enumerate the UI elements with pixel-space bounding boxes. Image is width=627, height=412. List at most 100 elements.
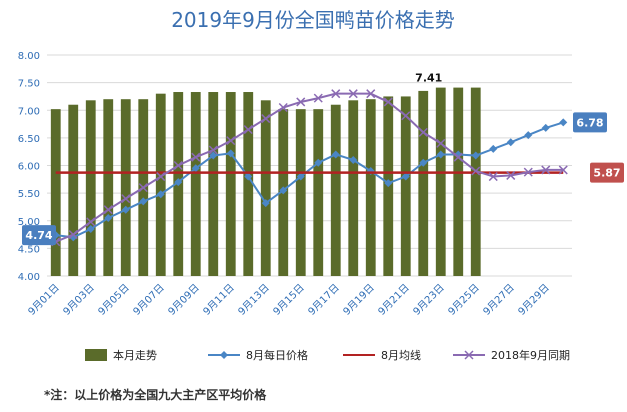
point-marker (453, 152, 463, 162)
point-marker (366, 89, 376, 99)
x-axis: 9月01日 9月03日 9月05日 9月07日 9月09日 9月11日 9月13日 9月15日… (26, 282, 552, 318)
bar-series (50, 87, 481, 277)
bar (120, 99, 131, 276)
point-marker (471, 166, 481, 176)
start-value-label: 4.74 (22, 225, 56, 246)
point-marker (419, 158, 428, 167)
callout-box (573, 112, 607, 133)
point-marker (261, 199, 270, 208)
bar (155, 93, 166, 276)
point-marker (296, 172, 305, 181)
x-marker-stroke (558, 165, 568, 175)
point-marker (156, 172, 166, 182)
x-marker-stroke (173, 160, 183, 171)
bar (313, 109, 324, 277)
x-marker-stroke (488, 172, 498, 182)
point-marker (313, 93, 323, 103)
legend-label: 本月走势 (113, 348, 157, 362)
point-marker (489, 144, 498, 153)
y-tick-label: 6.00 (18, 162, 40, 173)
point-marker (279, 186, 288, 195)
x-marker-stroke (471, 166, 481, 176)
point-marker (226, 136, 236, 146)
callouts: 7.41 4.74 6.78 5.87 (22, 72, 624, 246)
point-marker (331, 150, 340, 159)
x-tick-label: 9月13日 (236, 282, 272, 318)
point-marker (138, 183, 148, 193)
bar (190, 92, 201, 276)
x-marker-stroke (86, 217, 96, 227)
point-marker (86, 217, 96, 227)
x-tick-label: 9月29日 (516, 282, 552, 318)
bar (295, 109, 306, 277)
x-marker-stroke (208, 145, 218, 155)
x-tick-label: 9月11日 (201, 282, 237, 318)
point-marker (226, 149, 235, 158)
x-tick-label: 9月19日 (341, 282, 377, 318)
x-marker-stroke (313, 93, 323, 103)
point-marker (68, 230, 78, 240)
point-marker (436, 150, 445, 159)
legend: 本月走势 8月每日价格 8月均线 2018年9月同期 (85, 348, 570, 362)
end-value-label: 6.78 (573, 112, 607, 133)
bar (103, 99, 114, 276)
x-tick-label: 9月27日 (481, 282, 517, 318)
x-marker-stroke (436, 138, 446, 148)
point-marker (349, 155, 358, 164)
callout-box (22, 225, 56, 246)
point-marker (243, 125, 253, 135)
point-marker (488, 172, 498, 182)
x-marker-stroke (191, 152, 201, 162)
point-marker (121, 194, 131, 204)
x-tick-label: 9月23日 (411, 282, 447, 318)
bar (435, 87, 446, 276)
bar (85, 100, 96, 277)
point-marker (209, 151, 218, 160)
x-tick-label: 9月07日 (131, 282, 167, 318)
x-marker-stroke (506, 170, 516, 180)
x-marker-stroke (418, 127, 428, 137)
x-marker-stroke (243, 125, 253, 135)
point-marker (471, 151, 480, 160)
legend-label: 8月均线 (381, 348, 421, 362)
point-marker (348, 89, 358, 99)
point-marker (86, 225, 95, 234)
point-marker (244, 172, 253, 181)
x-marker-stroke (366, 89, 376, 99)
x-marker-stroke (121, 194, 131, 204)
legend-swatch (85, 349, 107, 361)
x-marker-stroke (541, 165, 551, 175)
point-marker (314, 158, 323, 167)
bar (453, 87, 464, 276)
bar (243, 92, 254, 276)
chart-title: 2019年9月份全国鸭苗价格走势 (171, 8, 455, 32)
point-marker (401, 172, 410, 181)
bar (400, 96, 411, 276)
point-marker (506, 170, 516, 180)
x-marker-stroke (348, 89, 358, 99)
x-marker-stroke (261, 114, 271, 124)
x-marker-stroke (278, 102, 288, 113)
point-marker (208, 145, 218, 155)
legend-label: 8月每日价格 (246, 348, 308, 362)
x-marker-stroke (103, 205, 113, 215)
x-tick-label: 9月15日 (271, 282, 307, 318)
bar (348, 100, 359, 277)
point-marker (418, 127, 428, 137)
x-marker-stroke (296, 97, 306, 107)
callout-text: 6.78 (576, 116, 603, 129)
legend-label: 2018年9月同期 (491, 348, 570, 362)
point-marker (139, 197, 148, 206)
callout-text: 4.74 (25, 229, 52, 242)
point-marker (541, 165, 551, 175)
legend-item: 8月均线 (343, 348, 421, 362)
bar (418, 90, 429, 276)
legend-marker (220, 351, 228, 359)
line-series (51, 89, 568, 247)
legend-item: 2018年9月同期 (453, 348, 570, 362)
x-marker-stroke (226, 136, 236, 146)
point-marker (278, 102, 288, 113)
point-marker (174, 178, 183, 187)
x-marker-stroke (401, 111, 411, 121)
